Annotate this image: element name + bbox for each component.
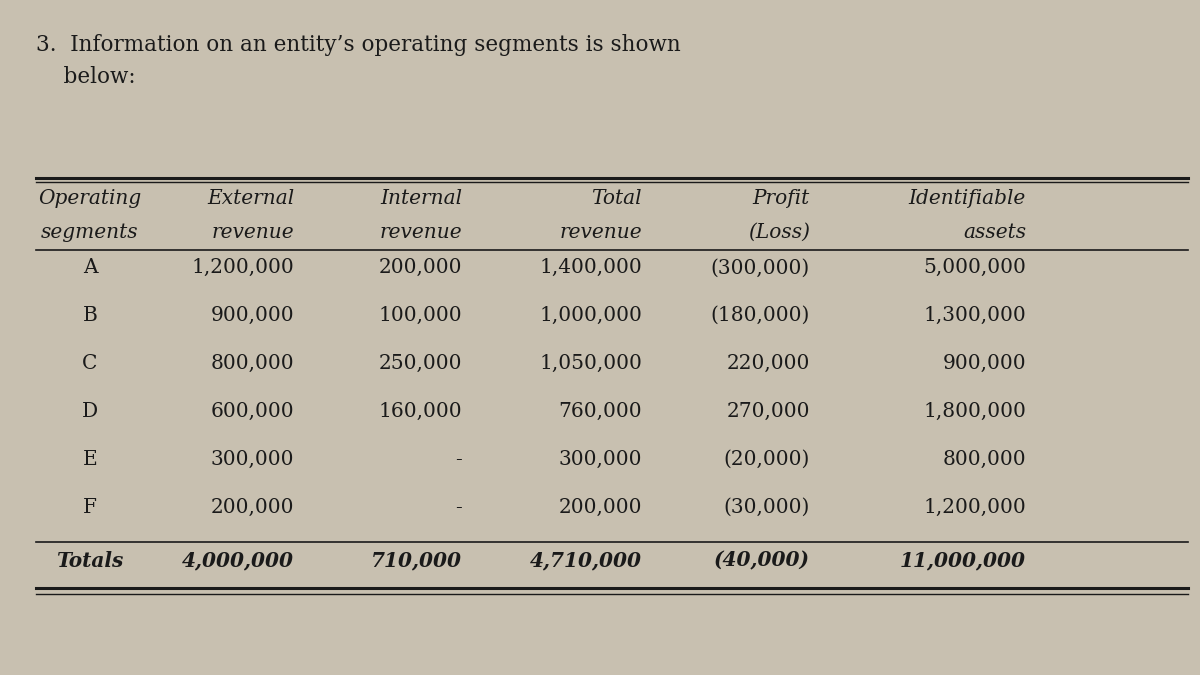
- Text: 11,000,000: 11,000,000: [900, 551, 1026, 570]
- Text: Total: Total: [592, 189, 642, 208]
- Text: 800,000: 800,000: [942, 450, 1026, 469]
- Text: 4,000,000: 4,000,000: [182, 551, 294, 570]
- Text: (300,000): (300,000): [710, 259, 810, 277]
- Text: Totals: Totals: [56, 551, 124, 570]
- Text: 710,000: 710,000: [371, 551, 462, 570]
- Text: A: A: [83, 259, 97, 277]
- Text: -: -: [455, 450, 462, 469]
- Text: 300,000: 300,000: [558, 450, 642, 469]
- Text: 1,400,000: 1,400,000: [539, 259, 642, 277]
- Text: 900,000: 900,000: [210, 306, 294, 325]
- Text: 5,000,000: 5,000,000: [923, 259, 1026, 277]
- Text: (30,000): (30,000): [724, 498, 810, 517]
- Text: 1,200,000: 1,200,000: [923, 498, 1026, 517]
- Text: Identifiable: Identifiable: [908, 189, 1026, 208]
- Text: 200,000: 200,000: [558, 498, 642, 517]
- Text: 900,000: 900,000: [942, 354, 1026, 373]
- Text: (40,000): (40,000): [714, 551, 810, 570]
- Text: F: F: [83, 498, 97, 517]
- Text: 1,050,000: 1,050,000: [539, 354, 642, 373]
- Text: 250,000: 250,000: [378, 354, 462, 373]
- Text: assets: assets: [962, 223, 1026, 242]
- Text: 200,000: 200,000: [210, 498, 294, 517]
- Text: 200,000: 200,000: [378, 259, 462, 277]
- Text: revenue: revenue: [379, 223, 462, 242]
- Text: revenue: revenue: [211, 223, 294, 242]
- Text: 760,000: 760,000: [558, 402, 642, 421]
- Text: Internal: Internal: [380, 189, 462, 208]
- Text: 1,000,000: 1,000,000: [539, 306, 642, 325]
- Text: Operating: Operating: [38, 189, 142, 208]
- Text: 100,000: 100,000: [378, 306, 462, 325]
- Text: (20,000): (20,000): [724, 450, 810, 469]
- Text: (Loss): (Loss): [748, 223, 810, 242]
- Text: D: D: [82, 402, 98, 421]
- Text: External: External: [206, 189, 294, 208]
- Text: 3.  Information on an entity’s operating segments is shown
    below:: 3. Information on an entity’s operating …: [36, 34, 680, 88]
- Text: -: -: [455, 498, 462, 517]
- Text: C: C: [83, 354, 97, 373]
- Text: 300,000: 300,000: [210, 450, 294, 469]
- Text: (180,000): (180,000): [710, 306, 810, 325]
- Text: Profit: Profit: [752, 189, 810, 208]
- Text: 1,800,000: 1,800,000: [923, 402, 1026, 421]
- Text: 600,000: 600,000: [210, 402, 294, 421]
- Text: 1,300,000: 1,300,000: [923, 306, 1026, 325]
- Text: 220,000: 220,000: [727, 354, 810, 373]
- Text: 160,000: 160,000: [378, 402, 462, 421]
- Text: revenue: revenue: [559, 223, 642, 242]
- Text: 270,000: 270,000: [726, 402, 810, 421]
- Text: 4,710,000: 4,710,000: [530, 551, 642, 570]
- Text: segments: segments: [41, 223, 139, 242]
- Text: 1,200,000: 1,200,000: [191, 259, 294, 277]
- Text: 800,000: 800,000: [210, 354, 294, 373]
- Text: E: E: [83, 450, 97, 469]
- Text: B: B: [83, 306, 97, 325]
